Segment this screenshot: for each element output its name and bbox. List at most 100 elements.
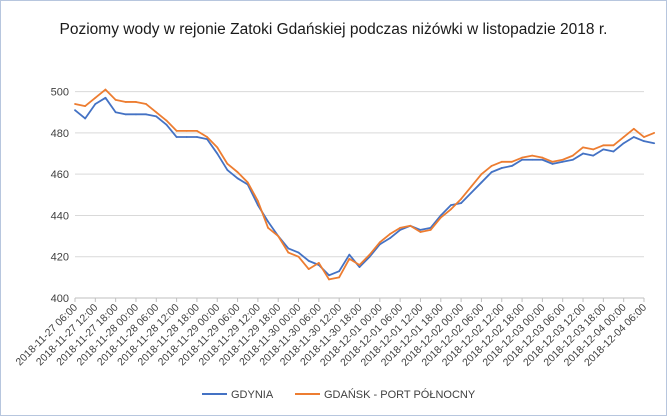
data-point [226, 169, 229, 171]
data-point [490, 171, 493, 174]
data-point [439, 216, 442, 219]
data-point [582, 146, 584, 149]
y-axis: 400 420 440 460 480 500 [51, 87, 69, 305]
data-point [531, 154, 534, 157]
legend-label: GDAŃSK - PORT PÓŁNOCNY [324, 388, 476, 401]
data-point [551, 160, 554, 163]
series-line-gdansk-port-polnocny [74, 88, 655, 281]
data-point [185, 129, 188, 132]
data-point [541, 156, 544, 159]
data-point [267, 220, 269, 223]
data-point [84, 117, 87, 120]
data-point [612, 144, 615, 147]
data-point [236, 177, 239, 180]
data-point [94, 96, 97, 99]
y-tick-label: 440 [51, 210, 69, 222]
data-point [653, 142, 656, 145]
data-point [328, 278, 330, 281]
data-point [94, 103, 97, 105]
y-tick-label: 460 [51, 169, 69, 181]
data-point [114, 111, 117, 114]
data-point [165, 123, 168, 126]
data-point [500, 160, 503, 163]
data-point [185, 136, 188, 138]
data-point [297, 251, 300, 254]
data-point [511, 160, 513, 163]
data-point [521, 158, 523, 161]
data-point [622, 142, 625, 145]
data-point [145, 113, 148, 116]
data-point [480, 173, 483, 176]
data-point [389, 233, 391, 235]
data-point [135, 113, 137, 116]
data-point [114, 98, 117, 101]
data-point [571, 158, 574, 161]
series-line-gdynia [74, 96, 655, 277]
data-point [582, 152, 584, 155]
data-point [419, 231, 422, 233]
data-point [74, 103, 76, 105]
data-point [216, 146, 219, 149]
data-point [500, 167, 503, 169]
data-point [460, 198, 463, 200]
data-point [622, 136, 625, 138]
y-tick-label: 480 [51, 128, 69, 140]
data-point [216, 152, 219, 155]
data-point [155, 115, 158, 118]
data-point [653, 132, 656, 134]
data-point [521, 156, 523, 159]
data-point [511, 165, 513, 167]
data-point [592, 154, 595, 157]
data-point [175, 129, 178, 132]
legend: GDYNIA GDAŃSK - PORT PÓŁNOCNY [202, 388, 476, 401]
data-point [267, 226, 269, 229]
data-point [490, 165, 493, 167]
data-point [348, 257, 351, 260]
data-point [206, 136, 208, 138]
data-point [287, 247, 290, 250]
data-point [409, 224, 412, 227]
data-point [480, 181, 483, 184]
data-point [256, 200, 259, 202]
data-point [124, 101, 127, 103]
data-point [307, 268, 310, 271]
data-point [460, 202, 463, 204]
data-point [470, 185, 473, 188]
data-point [602, 144, 605, 147]
data-point [104, 96, 107, 99]
data-point [277, 235, 280, 237]
data-point [541, 158, 544, 161]
data-point [571, 154, 574, 157]
data-point [632, 127, 635, 130]
data-point [84, 105, 87, 107]
y-tick-label: 500 [51, 87, 69, 99]
data-point [317, 262, 320, 264]
data-point [124, 113, 127, 116]
data-point [307, 259, 310, 262]
data-point [196, 136, 198, 138]
data-point [196, 129, 198, 132]
data-point [338, 270, 341, 273]
data-point [135, 101, 137, 103]
chart-title: Poziomy wody w rejonie Zatoki Gdańskiej … [59, 21, 608, 38]
data-point [145, 103, 148, 105]
data-point [439, 214, 442, 217]
series-layer [74, 88, 656, 281]
data-point [399, 229, 402, 231]
data-point [155, 111, 158, 114]
data-point [74, 109, 76, 112]
data-point [287, 251, 290, 254]
y-tick-label: 400 [51, 293, 69, 305]
data-point [226, 162, 229, 165]
data-point [632, 136, 635, 138]
data-point [470, 191, 473, 194]
data-point [450, 204, 452, 207]
data-point [297, 255, 300, 258]
data-point [175, 136, 178, 138]
data-point [419, 229, 422, 231]
data-point [450, 208, 452, 211]
data-point [561, 158, 564, 161]
data-point [358, 266, 361, 268]
